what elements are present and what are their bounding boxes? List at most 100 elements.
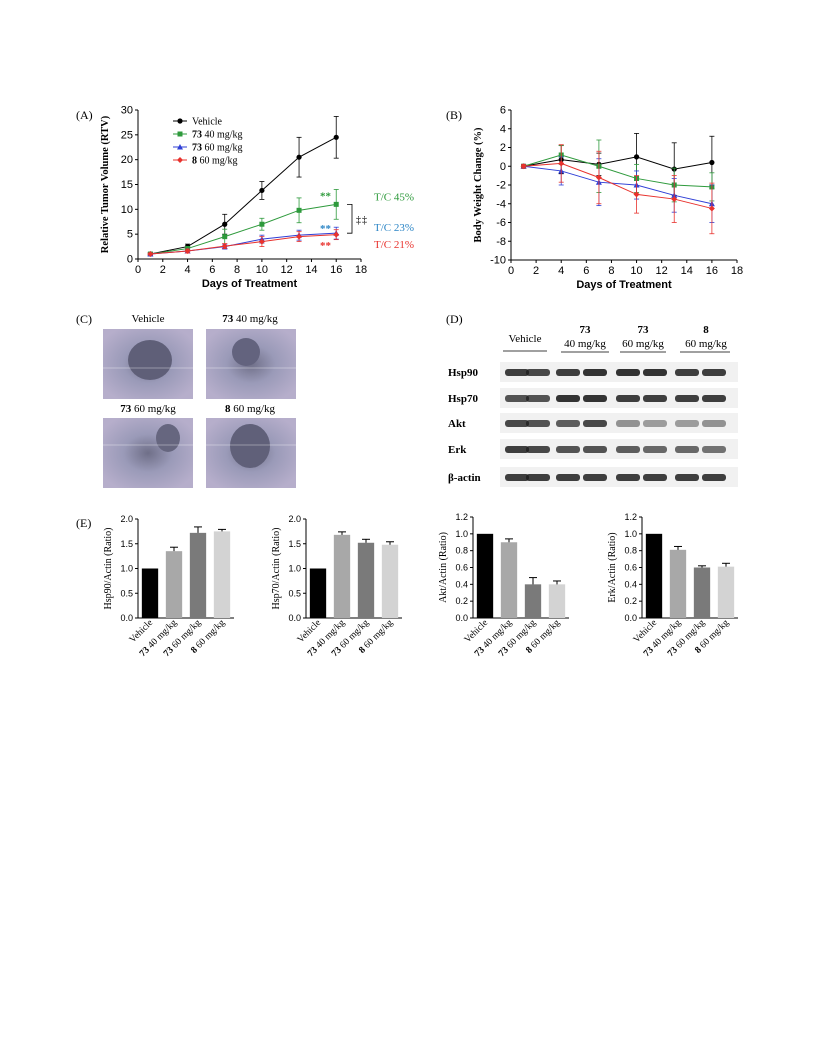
y-tick-label: 2.0	[120, 514, 133, 524]
chart-b-body-weight: -10 -8 -6 -4 -2 0 2 4 6 0 2 4 6 8 10 12 14 16 18 Days of Tr…	[473, 105, 743, 292]
blot-band	[675, 446, 699, 453]
series-3	[520, 144, 715, 235]
blot-group-8-label: 8	[703, 324, 709, 336]
histology-image-73-60	[103, 418, 193, 488]
blot-band	[616, 420, 640, 427]
legend-marker	[177, 131, 183, 137]
blot-protein-label: β-actin	[448, 472, 481, 484]
y-tick-label: 2	[500, 142, 506, 154]
tc-label-73-60: T/C 23%	[374, 222, 414, 234]
y-tick-label: 0.0	[624, 613, 637, 623]
y-tick-label: 0.4	[455, 579, 468, 589]
panel-label-b: (B)	[446, 108, 462, 122]
significance-8-60: **	[320, 240, 332, 252]
bar	[500, 542, 518, 618]
x-tick-label: 12	[656, 265, 668, 277]
y-tick-label: 0.6	[624, 563, 637, 573]
blot-group-73b-label: 73	[638, 324, 650, 336]
bar	[213, 531, 231, 618]
y-tick-label: 1.0	[288, 564, 301, 574]
series-line	[150, 136, 337, 255]
blot-band	[643, 474, 667, 481]
series-line	[523, 162, 713, 209]
y-tick-label: 1.5	[120, 539, 133, 549]
blot-band	[583, 446, 607, 453]
blot-band	[702, 420, 726, 427]
histology-necrosis-73-60	[156, 424, 180, 452]
y-tick-label: 0.0	[288, 613, 301, 623]
series-line	[150, 203, 337, 255]
histology-necrosis-vehicle	[128, 340, 172, 380]
panel-label-e: (E)	[76, 516, 91, 530]
blot-protein-label: Hsp70	[448, 393, 478, 405]
bar	[645, 533, 663, 618]
legend-label: 73 60 mg/kg	[192, 143, 243, 154]
y-tick-label: 15	[121, 179, 133, 191]
blot-protein-label: Hsp90	[448, 367, 478, 379]
blot-band	[675, 369, 699, 376]
y-axis-label: Relative Tumor Volume (RTV)	[100, 115, 111, 253]
blot-band	[556, 474, 580, 481]
blot-band	[702, 446, 726, 453]
blot-band	[526, 446, 550, 453]
blot-band	[583, 420, 607, 427]
x-tick-label: 16	[330, 264, 342, 276]
y-tick-label: 5	[127, 229, 133, 241]
data-point	[296, 207, 302, 213]
y-tick-label: 1.2	[624, 512, 637, 522]
y-axis-label: Body Weight Change (%)	[473, 127, 484, 243]
x-tick-label: 6	[583, 265, 589, 277]
x-axis-label: Days of Treatment	[202, 278, 298, 290]
y-tick-label: 0.8	[624, 546, 637, 556]
data-point	[259, 187, 265, 194]
blot-band	[583, 474, 607, 481]
significance-73-60: **	[320, 223, 332, 235]
dagger-mark: ‡	[356, 215, 361, 226]
series-line	[523, 156, 712, 170]
blot-band	[526, 395, 550, 402]
bar	[476, 533, 494, 618]
data-point	[296, 154, 302, 160]
y-tick-label: 0	[127, 254, 133, 266]
blot-band	[556, 369, 580, 376]
blot-group-vehicle: Vehicle	[509, 333, 542, 345]
y-tick-label: 0	[500, 161, 506, 173]
blot-band	[556, 395, 580, 402]
data-point	[222, 234, 228, 240]
dagger-mark: ‡	[362, 215, 367, 226]
histology-label-73-60: 73 60 mg/kg	[120, 403, 176, 415]
series-line	[523, 165, 712, 205]
legend-label: Vehicle	[192, 117, 223, 128]
panel-label-a: (A)	[76, 108, 93, 122]
y-tick-label: 1.0	[120, 564, 133, 574]
y-tick-label: 2.0	[288, 514, 301, 524]
blot-band	[583, 395, 607, 402]
blot-band	[556, 446, 580, 453]
series-line	[523, 154, 712, 188]
x-tick-label: 10	[256, 264, 268, 276]
bar	[669, 549, 687, 618]
blot-strip	[500, 413, 738, 433]
bar	[333, 534, 351, 618]
x-tick-label: 2	[160, 264, 166, 276]
bar	[309, 568, 327, 618]
x-tick-label: 6	[209, 264, 215, 276]
y-tick-label: 4	[500, 123, 506, 135]
bar	[357, 542, 375, 618]
y-tick-label: 0.8	[455, 546, 468, 556]
y-tick-label: 0.0	[120, 613, 133, 623]
chart-a-tumor-volume: 0 5 10 15 20 25 30 0 2 4 6 8 10 12 14 16 18 Days of Treat…	[100, 105, 414, 291]
x-tick-label: 18	[355, 264, 367, 276]
tc-label-73-40: T/C 45%	[374, 191, 414, 203]
legend-label: 8 60 mg/kg	[192, 156, 238, 167]
blot-band	[526, 474, 550, 481]
blot-band	[505, 446, 529, 453]
x-tick-label: 0	[508, 265, 514, 277]
blot-band	[643, 395, 667, 402]
x-tick-label: 4	[184, 264, 190, 276]
x-tick-label: 4	[558, 265, 564, 277]
data-point	[633, 191, 640, 198]
